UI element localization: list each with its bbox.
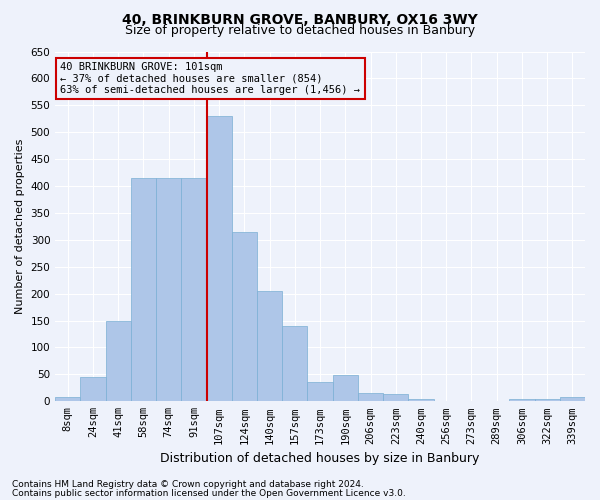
Bar (383, 394, 409, 402)
Bar (409, 398, 434, 402)
Bar (156, 178, 181, 402)
Text: Contains public sector information licensed under the Open Government Licence v3: Contains public sector information licen… (12, 489, 406, 498)
Text: Size of property relative to detached houses in Banbury: Size of property relative to detached ho… (125, 24, 475, 37)
Bar (55, 397, 80, 402)
Bar (131, 178, 156, 402)
Bar (80, 377, 106, 402)
Bar (535, 398, 560, 402)
Bar (206, 116, 232, 402)
Bar (560, 397, 585, 402)
Bar (282, 326, 307, 402)
Bar (307, 382, 332, 402)
Bar (509, 398, 535, 402)
Y-axis label: Number of detached properties: Number of detached properties (15, 138, 25, 314)
Bar (106, 320, 131, 402)
Text: Contains HM Land Registry data © Crown copyright and database right 2024.: Contains HM Land Registry data © Crown c… (12, 480, 364, 489)
X-axis label: Distribution of detached houses by size in Banbury: Distribution of detached houses by size … (160, 452, 480, 465)
Text: 40 BRINKBURN GROVE: 101sqm
← 37% of detached houses are smaller (854)
63% of sem: 40 BRINKBURN GROVE: 101sqm ← 37% of deta… (61, 62, 361, 95)
Bar (232, 232, 257, 402)
Bar (257, 291, 282, 402)
Bar (181, 178, 206, 402)
Bar (332, 376, 358, 402)
Bar (358, 393, 383, 402)
Text: 40, BRINKBURN GROVE, BANBURY, OX16 3WY: 40, BRINKBURN GROVE, BANBURY, OX16 3WY (122, 12, 478, 26)
